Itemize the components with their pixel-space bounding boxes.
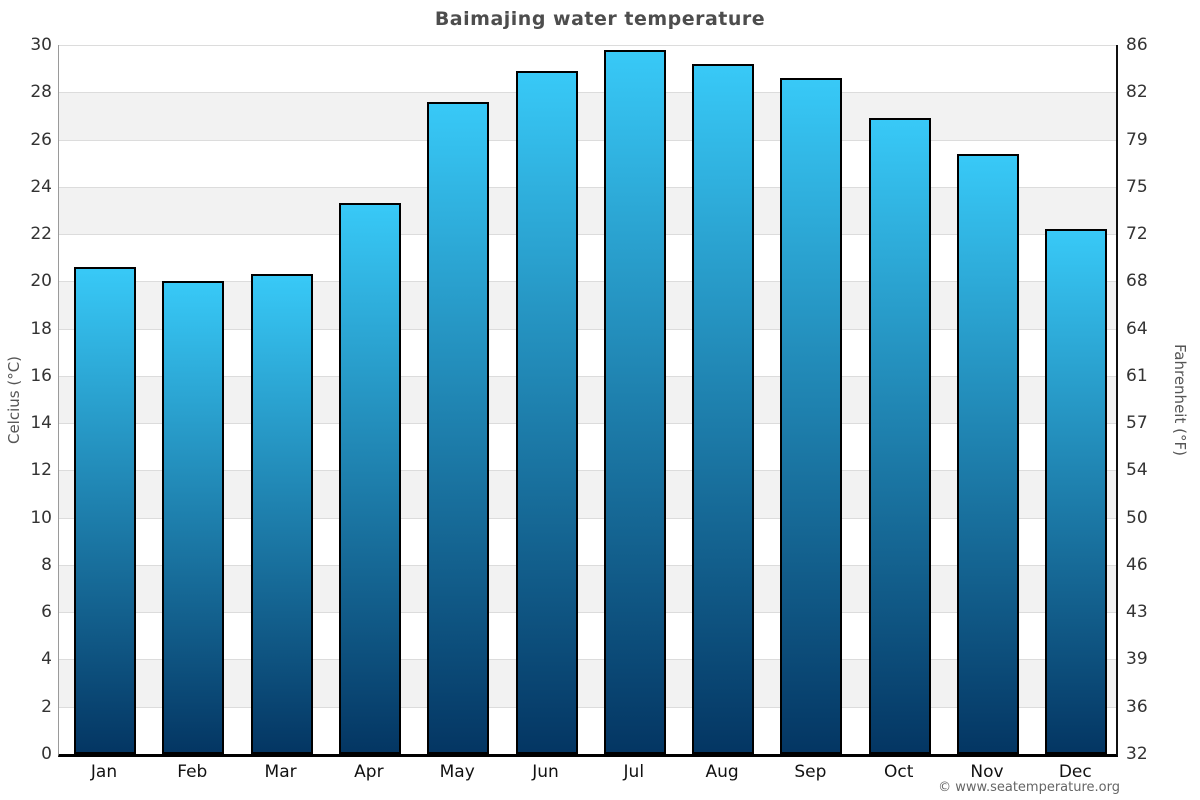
grid-band [59, 281, 1116, 329]
celsius-tick-6: 6 [41, 602, 52, 623]
celsius-tick-12: 12 [30, 460, 52, 481]
fahrenheit-axis-title: Fahrenheit (°F) [1171, 344, 1189, 456]
celsius-tick-18: 18 [30, 318, 52, 339]
gridline [59, 470, 1116, 472]
grid-band [59, 612, 1116, 660]
fahrenheit-tick-43: 43 [1126, 602, 1148, 623]
gridline [59, 186, 1116, 188]
fahrenheit-tick-36: 36 [1126, 696, 1148, 717]
gridline [59, 564, 1116, 566]
month-label-oct: Oct [883, 762, 914, 782]
fahrenheit-tick-57: 57 [1126, 413, 1148, 434]
bar-nov [957, 154, 1019, 754]
gridline [59, 234, 1116, 236]
fahrenheit-tick-39: 39 [1126, 649, 1148, 670]
month-label-apr: Apr [354, 762, 384, 782]
celsius-tick-16: 16 [30, 365, 52, 386]
fahrenheit-tick-72: 72 [1126, 224, 1148, 245]
watermark-credit: © www.seatemperature.org [938, 780, 1120, 795]
month-label-feb: Feb [177, 762, 208, 782]
plot-area [58, 45, 1118, 757]
gridline [59, 375, 1116, 377]
gridline [59, 281, 1116, 283]
grid-band [59, 186, 1116, 235]
month-label-sep: Sep [794, 762, 827, 782]
grid-band [59, 706, 1116, 754]
celsius-tick-8: 8 [41, 554, 52, 575]
celsius-tick-22: 22 [30, 224, 52, 245]
gridline [59, 328, 1116, 330]
bar-jan [74, 267, 136, 754]
celsius-tick-4: 4 [41, 649, 52, 670]
gridline [59, 612, 1116, 614]
grid-band [59, 423, 1116, 471]
bar-feb [162, 281, 225, 754]
bar-dec [1045, 229, 1108, 754]
bar-aug [692, 64, 755, 754]
fahrenheit-tick-75: 75 [1126, 176, 1148, 197]
gridline [59, 659, 1116, 661]
grid-band [59, 92, 1116, 140]
month-label-mar: Mar [264, 762, 297, 782]
month-label-may: May [439, 762, 475, 782]
fahrenheit-tick-86: 86 [1126, 35, 1148, 55]
bar-apr [338, 203, 401, 754]
month-label-jan: Jan [90, 762, 118, 782]
grid-band [59, 517, 1116, 565]
gridline [59, 92, 1116, 94]
gridline [59, 517, 1116, 519]
grid-band [59, 470, 1116, 518]
bar-sep [780, 78, 843, 754]
bar-jul [603, 50, 666, 754]
fahrenheit-tick-79: 79 [1126, 129, 1148, 150]
bar-jun [515, 71, 578, 754]
month-label-jun: Jun [532, 762, 559, 782]
bar-may [427, 102, 490, 754]
month-label-jul: Jul [623, 762, 645, 782]
grid-band [59, 234, 1116, 282]
gridline [59, 45, 1116, 46]
celsius-tick-0: 0 [41, 744, 52, 764]
fahrenheit-tick-61: 61 [1126, 365, 1148, 386]
gridline [59, 423, 1116, 425]
grid-band [59, 45, 1116, 93]
celsius-tick-14: 14 [30, 413, 52, 434]
fahrenheit-tick-50: 50 [1126, 507, 1148, 528]
grid-band [59, 328, 1116, 376]
celsius-tick-26: 26 [30, 129, 52, 150]
fahrenheit-tick-64: 64 [1126, 318, 1148, 339]
fahrenheit-tick-54: 54 [1126, 460, 1148, 481]
fahrenheit-tick-32: 32 [1126, 744, 1148, 764]
gridline [59, 139, 1116, 141]
celsius-tick-28: 28 [30, 82, 52, 103]
grid-band [59, 139, 1116, 187]
fahrenheit-tick-68: 68 [1126, 271, 1148, 292]
grid-band [59, 375, 1116, 424]
grid-band [59, 659, 1116, 707]
grid-band [59, 564, 1116, 613]
chart-title: Baimajing water temperature [434, 8, 766, 30]
celsius-tick-10: 10 [30, 507, 52, 528]
fahrenheit-tick-46: 46 [1126, 554, 1148, 575]
month-label-dec: Dec [1058, 762, 1092, 782]
gridline [59, 706, 1116, 708]
month-label-aug: Aug [705, 762, 739, 782]
celsius-tick-24: 24 [30, 176, 52, 197]
celsius-tick-20: 20 [30, 271, 52, 292]
fahrenheit-tick-82: 82 [1126, 82, 1148, 103]
bar-oct [868, 118, 931, 754]
celsius-tick-2: 2 [41, 696, 52, 717]
bar-mar [250, 274, 313, 754]
month-label-nov: Nov [970, 762, 1004, 782]
celsius-tick-30: 30 [30, 35, 52, 55]
